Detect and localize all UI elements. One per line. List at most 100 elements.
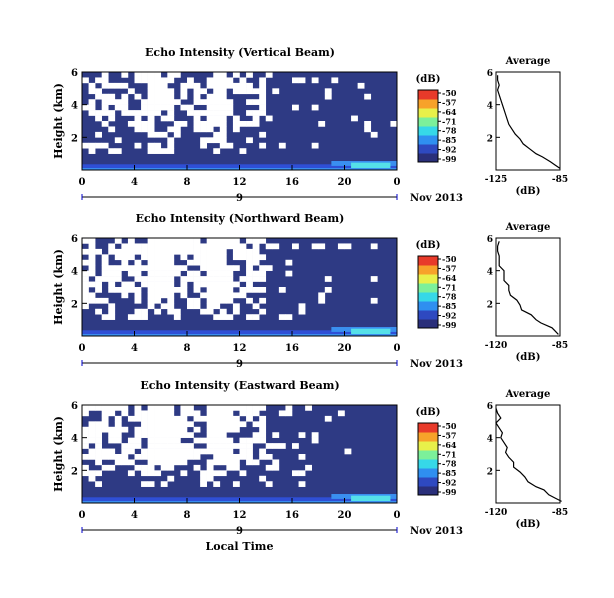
no-data-cell (147, 248, 155, 255)
no-data-cell (160, 426, 168, 433)
month-year-label: Nov 2013 (410, 193, 463, 204)
no-data-cell (108, 410, 116, 417)
average-y-tick-label: 4 (487, 102, 493, 112)
no-data-cell (82, 238, 89, 244)
no-data-cell (82, 77, 89, 84)
no-data-cell (154, 432, 162, 438)
colorbar-segment (418, 90, 438, 100)
no-data-cell (226, 464, 234, 471)
no-data-cell (246, 437, 253, 444)
no-data-cell (167, 93, 175, 100)
y-axis-label: Height (km) (52, 249, 65, 325)
no-data-cell (95, 281, 102, 288)
no-data-cell (88, 99, 96, 105)
no-data-cell (121, 99, 129, 105)
no-data-cell (187, 238, 194, 244)
no-data-cell (259, 99, 267, 105)
no-data-cell (173, 459, 181, 466)
no-data-cell (95, 405, 102, 411)
no-data-cell (226, 437, 234, 444)
no-data-cell (180, 82, 188, 89)
no-data-cell (134, 443, 142, 449)
no-data-cell (206, 432, 214, 438)
no-data-cell (187, 270, 194, 277)
no-data-cell (206, 82, 214, 89)
no-data-cell (82, 432, 89, 438)
x-tick-label: 4 (131, 177, 138, 188)
no-data-cell (213, 259, 221, 266)
no-data-cell (213, 137, 221, 144)
no-data-cell (298, 77, 306, 84)
no-data-cell (108, 437, 116, 444)
no-data-cell (147, 292, 155, 299)
no-data-cell (292, 470, 299, 477)
no-data-cell (173, 126, 181, 133)
x-tick-label: 20 (338, 177, 352, 188)
no-data-cell (318, 243, 326, 250)
no-data-cell (246, 270, 253, 277)
no-data-cell (246, 443, 253, 449)
no-data-cell (141, 248, 148, 255)
no-data-cell (121, 287, 129, 293)
no-data-cell (219, 121, 227, 127)
no-data-cell (206, 475, 214, 482)
no-data-cell (219, 131, 227, 138)
no-data-cell (154, 415, 162, 422)
no-data-cell (259, 421, 267, 428)
no-data-cell (213, 314, 221, 320)
no-data-cell (82, 270, 89, 277)
no-data-cell (147, 77, 155, 84)
no-data-cell (127, 415, 135, 422)
no-data-cell (160, 265, 168, 271)
average-y-tick-label: 2 (487, 134, 493, 144)
no-data-cell (219, 238, 227, 244)
no-data-cell (311, 437, 319, 444)
no-data-cell (121, 104, 129, 111)
no-data-cell (219, 248, 227, 255)
no-data-cell (160, 248, 168, 255)
no-data-cell (173, 314, 181, 320)
no-data-cell (180, 421, 188, 428)
no-data-cell (226, 443, 234, 449)
colorbar-segment (418, 135, 438, 145)
no-data-cell (160, 421, 168, 428)
average-frame (495, 71, 561, 171)
no-data-cell (226, 99, 234, 105)
no-data-cell (219, 410, 227, 417)
average-y-tick-label: 4 (487, 435, 493, 445)
no-data-cell (141, 481, 148, 487)
no-data-cell (259, 308, 267, 315)
y-tick-label: 6 (71, 68, 78, 79)
no-data-cell (160, 93, 168, 100)
no-data-cell (219, 415, 227, 422)
no-data-cell (226, 297, 234, 304)
no-data-cell (259, 77, 267, 84)
no-data-cell (95, 426, 102, 433)
no-data-cell (226, 292, 234, 299)
no-data-cell (213, 287, 221, 293)
no-data-cell (206, 110, 214, 116)
no-data-cell (154, 426, 162, 433)
no-data-cell (134, 415, 142, 422)
no-data-cell (167, 437, 175, 444)
average-profile-line (496, 75, 561, 169)
no-data-cell (206, 415, 214, 422)
no-data-cell (134, 410, 142, 417)
panel-2: Echo Intensity (Eastward Beam) 6 4 2 Height … (52, 379, 568, 553)
no-data-cell (193, 410, 201, 417)
no-data-cell (95, 454, 102, 460)
no-data-cell (232, 426, 240, 433)
no-data-cell (101, 142, 109, 149)
no-data-cell (88, 432, 96, 438)
no-data-cell (127, 254, 135, 261)
no-data-cell (259, 131, 267, 138)
no-data-cell (101, 405, 109, 411)
no-data-cell (160, 254, 168, 261)
x-tick-label: 0 (394, 177, 401, 188)
no-data-cell (239, 448, 247, 455)
colorbar-tick-label: -57 (442, 430, 456, 440)
no-data-cell (213, 77, 221, 84)
no-data-cell (127, 459, 135, 466)
no-data-cell (200, 142, 207, 149)
no-data-cell (206, 126, 214, 133)
